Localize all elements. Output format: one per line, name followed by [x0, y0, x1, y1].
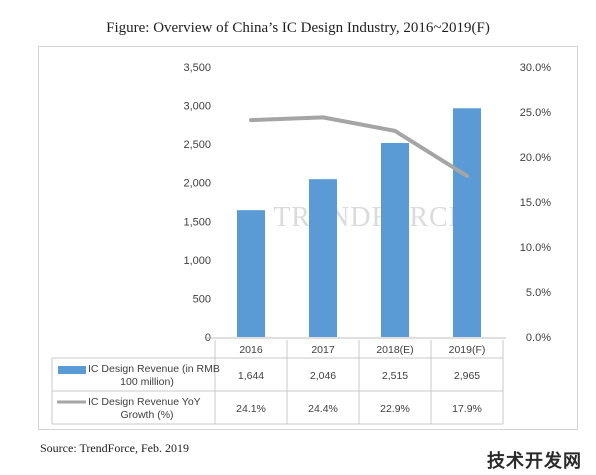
watermark-text: TRENDFORCE [273, 202, 467, 233]
x-tick-label: 2017 [311, 344, 335, 356]
bar-value-label: 2,965 [454, 370, 480, 382]
legend-line-name: IC Design Revenue YoY [88, 396, 201, 408]
y-right-tick-label: 10.0% [520, 242, 551, 254]
legend-bar-name: 100 million) [120, 376, 174, 388]
corner-watermark: 技术开发网 [487, 451, 582, 472]
growth-value-label: 24.1% [236, 403, 266, 415]
y-left-tick-label: 3,000 [183, 101, 211, 113]
growth-value-label: 22.9% [380, 403, 410, 415]
y-left-tick-label: 3,500 [183, 62, 211, 74]
growth-line [249, 115, 469, 178]
bar-2018(E) [381, 142, 409, 337]
line-series [249, 115, 469, 178]
y-left-tick-label: 1,000 [183, 255, 211, 267]
bar-value-label: 2,046 [310, 370, 336, 382]
axes: 05001,0001,5002,0002,5003,0003,5000.0%5.… [183, 62, 551, 344]
chart-title: Figure: Overview of China’s IC Design In… [106, 20, 490, 36]
x-tick-label: 2016 [239, 344, 263, 356]
growth-value-label: 17.9% [452, 403, 482, 415]
bar-value-label: 2,515 [382, 370, 408, 382]
legend-bar-name: IC Design Revenue (in RMB [88, 363, 220, 375]
y-right-tick-label: 0.0% [526, 332, 551, 344]
growth-value-label: 24.4% [308, 403, 338, 415]
y-left-tick-label: 2,500 [183, 139, 211, 151]
chart-frame [38, 46, 578, 430]
x-tick-label: 2019(F) [449, 344, 486, 356]
legend-line-name: Growth (%) [120, 409, 173, 421]
source-note: Source: TrendForce, Feb. 2019 [40, 441, 189, 455]
y-left-tick-label: 500 [193, 293, 211, 305]
data-table: 2016 2017 2018(E) 2019(F) IC Design Revenue … [51, 340, 504, 425]
watermark: TRENDFORCE [273, 202, 467, 233]
legend-bar-swatch [58, 366, 86, 374]
x-tick-label: 2018(E) [376, 344, 413, 356]
y-right-tick-label: 20.0% [520, 152, 551, 164]
y-right-tick-label: 30.0% [520, 62, 551, 74]
bar-2017 [309, 179, 337, 337]
bar-series [237, 108, 481, 338]
bar-2019(F) [453, 108, 481, 338]
y-left-tick-label: 1,500 [183, 216, 211, 228]
bar-2016 [237, 210, 265, 337]
y-right-tick-label: 5.0% [526, 287, 551, 299]
y-right-tick-label: 25.0% [520, 107, 551, 119]
bar-value-label: 1,644 [238, 370, 264, 382]
y-right-tick-label: 15.0% [520, 197, 551, 209]
y-left-tick-label: 2,000 [183, 178, 211, 190]
